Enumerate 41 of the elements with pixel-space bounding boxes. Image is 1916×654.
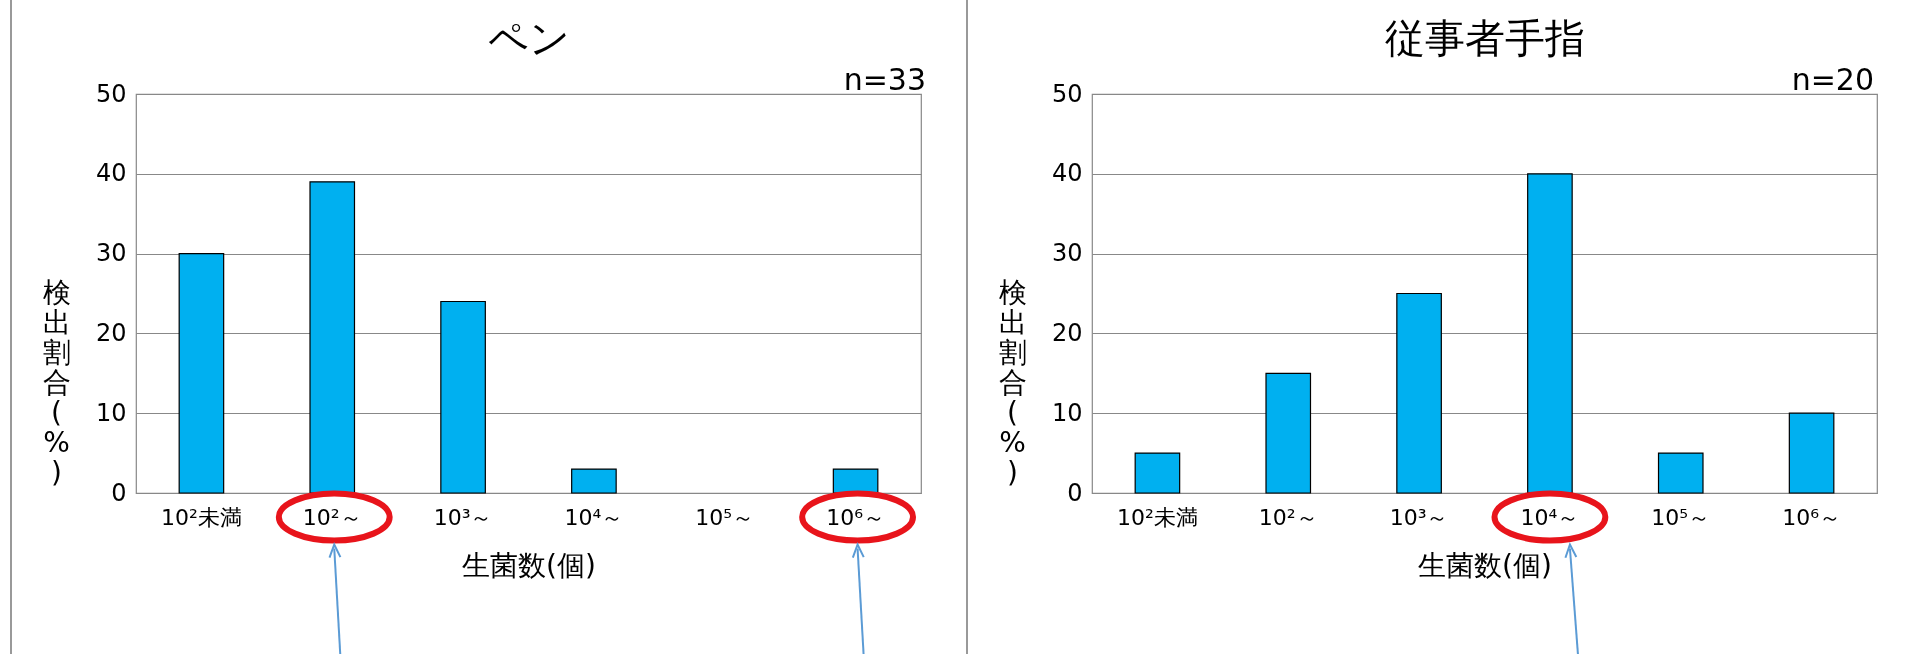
y-tick-label: 10: [1051, 398, 1083, 427]
y-tick-label: 30: [95, 239, 127, 268]
y-axis-title: 検出割合(%): [42, 276, 71, 489]
bar: [571, 468, 617, 494]
y-tick-label: 40: [1051, 159, 1083, 188]
y-axis-title: 検出割合(%): [998, 276, 1027, 489]
x-axis-title: 生菌数(個): [1418, 548, 1552, 582]
y-tick-label: 30: [1051, 239, 1083, 268]
bar: [1134, 452, 1181, 494]
bar: [832, 468, 879, 494]
x-tick-label: 10²～: [302, 504, 362, 530]
y-tick-label: 40: [95, 159, 127, 188]
x-tick-label: 10⁵～: [1651, 504, 1711, 530]
bar: [178, 253, 225, 494]
x-tick-label: 10⁴～: [1520, 504, 1580, 530]
x-axis-title: 生菌数(個): [462, 548, 596, 582]
bar: [1265, 372, 1312, 494]
annotation: n=20: [1791, 62, 1874, 97]
bar: [1788, 412, 1835, 494]
x-tick-label: 10³～: [1389, 504, 1449, 530]
bar: [1657, 452, 1704, 494]
y-tick-label: 10: [95, 398, 127, 427]
y-tick-label: 20: [95, 318, 127, 347]
x-tick-label: 10⁴～: [564, 504, 624, 530]
y-tick-label: 0: [111, 478, 127, 507]
bar: [1396, 292, 1442, 494]
x-tick-label: 10⁶～: [1782, 504, 1841, 530]
x-tick-label: 10²未満: [1117, 504, 1198, 530]
x-tick-label: 10⁵～: [695, 504, 755, 530]
x-tick-label: 10⁶～: [826, 504, 885, 530]
chart-title: 従事者手指: [1384, 15, 1585, 61]
x-tick-label: 10²未満: [161, 504, 242, 530]
annotation: n=33: [843, 62, 926, 97]
chart-title: ペン: [487, 15, 570, 61]
bar: [440, 300, 486, 494]
x-tick-label: 10²～: [1258, 504, 1318, 530]
y-tick-label: 50: [1051, 79, 1083, 108]
y-tick-label: 20: [1051, 318, 1083, 347]
x-tick-label: 10³～: [433, 504, 493, 530]
y-tick-label: 0: [1067, 478, 1083, 507]
y-tick-label: 50: [95, 79, 127, 108]
